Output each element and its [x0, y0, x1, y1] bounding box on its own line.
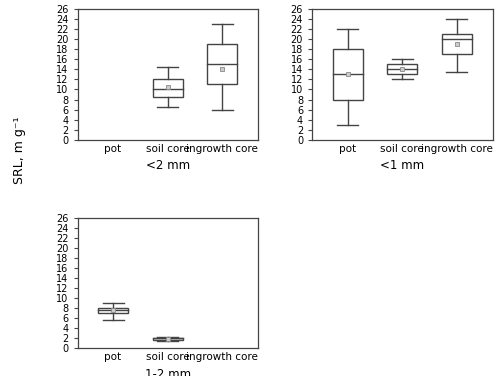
Bar — [152, 338, 183, 340]
Bar — [98, 308, 128, 313]
Bar — [332, 50, 362, 100]
X-axis label: <2 mm: <2 mm — [146, 159, 190, 172]
Bar — [442, 35, 472, 55]
X-axis label: <1 mm: <1 mm — [380, 159, 424, 172]
Bar — [387, 64, 418, 74]
Bar — [152, 79, 183, 97]
Bar — [208, 44, 238, 85]
Text: SRL, m g⁻¹: SRL, m g⁻¹ — [14, 117, 26, 184]
X-axis label: 1-2 mm: 1-2 mm — [144, 367, 191, 376]
